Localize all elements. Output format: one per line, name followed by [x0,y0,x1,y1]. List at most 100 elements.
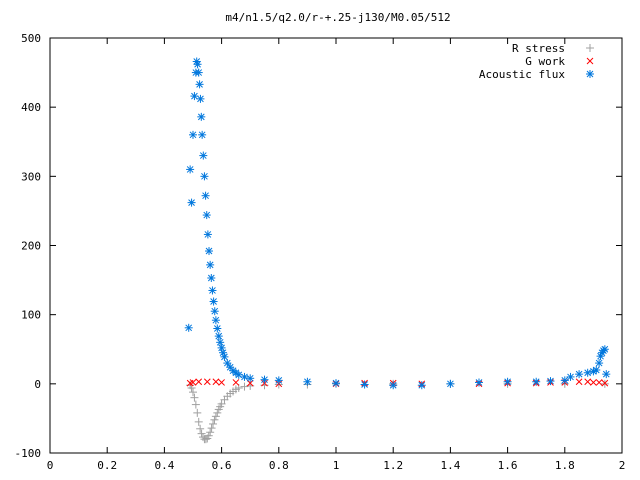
data-point [203,378,211,386]
legend-marker [586,57,594,65]
data-point [197,112,206,121]
x-tick-label: 0 [47,459,54,472]
data-point [234,370,243,379]
legend-marker [586,70,594,78]
data-point [198,130,207,139]
series-2 [184,57,611,390]
x-tick-label: 1.8 [555,459,575,472]
data-point [189,130,197,139]
data-point [199,151,208,160]
data-point [503,377,512,386]
data-point [216,338,225,347]
y-tick-label: 400 [21,101,41,114]
data-point [186,165,195,174]
y-tick-label: 300 [21,170,41,183]
data-point [332,379,340,388]
y-tick-label: 200 [21,240,41,253]
data-point [194,68,203,77]
data-point [417,381,426,390]
data-point [195,378,203,386]
series-0 [186,379,609,444]
data-point [590,379,597,386]
data-point [208,286,217,295]
x-tick-label: 1.2 [383,459,403,472]
data-point [240,372,249,381]
data-point [189,379,197,386]
data-point [193,60,202,69]
data-point [246,379,254,387]
data-point [446,379,455,388]
data-point [602,370,611,379]
data-point [187,198,196,207]
data-point [197,429,206,438]
data-point [211,412,220,421]
data-point [601,379,609,387]
y-tick-label: 500 [21,32,41,45]
data-point [217,343,226,352]
series-layer [184,57,611,444]
axis-ticks: 0 0.2 0.4 0.6 0.8 1 1.2 1.4 1.6 1.8 2 -100 0 100 200 30… [15,32,626,472]
y-tick-label: 100 [21,309,41,322]
data-point [389,381,398,390]
data-point [196,424,205,433]
data-point [584,378,592,386]
data-point [196,94,205,103]
chart-title: m4/n1.5/q2.0/r-+.25-j130/M0.05/512 [225,11,450,24]
x-tick-label: 1.4 [440,459,460,472]
data-point [206,260,215,269]
data-point [592,366,601,374]
data-point [217,399,226,408]
x-tick-label: 0.2 [97,459,117,472]
data-point [184,323,193,332]
data-point [232,379,240,386]
data-point [203,230,212,239]
x-tick-label: 1 [333,459,340,472]
legend-label: G work [525,55,565,68]
data-point [475,378,483,387]
data-point [201,191,210,200]
x-tick-label: 0.4 [154,459,174,472]
data-point [191,400,200,409]
data-point [223,359,232,368]
data-point [213,324,222,333]
data-point [209,419,218,428]
data-point [202,211,211,220]
data-point [240,382,249,391]
data-point [274,376,283,385]
x-tick-label: 1.6 [498,459,518,472]
data-point [560,376,569,385]
data-point [220,352,229,361]
data-point [218,379,225,386]
data-point [187,383,196,392]
data-point [214,332,223,341]
data-point [207,424,216,433]
data-point [193,408,202,417]
data-point [211,316,220,325]
data-point [595,359,604,368]
data-point [546,377,555,386]
data-point [260,375,269,384]
data-point [575,370,584,379]
x-tick-label: 0.8 [269,459,289,472]
data-point [206,428,215,437]
data-point [583,368,592,377]
data-point [195,80,204,89]
data-point [600,345,609,354]
data-point [190,92,199,101]
data-point [595,379,603,386]
legend-label: Acoustic flux [479,68,565,81]
x-tick-label: 2 [619,459,626,472]
y-tick-label: 0 [34,378,41,391]
data-point [190,393,199,402]
data-point [566,372,575,381]
data-point [209,297,218,306]
x-tick-label: 0.6 [212,459,232,472]
plot-frame [49,37,623,454]
data-point [204,431,213,440]
data-point [200,172,209,181]
data-point [213,408,222,417]
data-point [246,374,255,383]
data-point [360,380,369,389]
